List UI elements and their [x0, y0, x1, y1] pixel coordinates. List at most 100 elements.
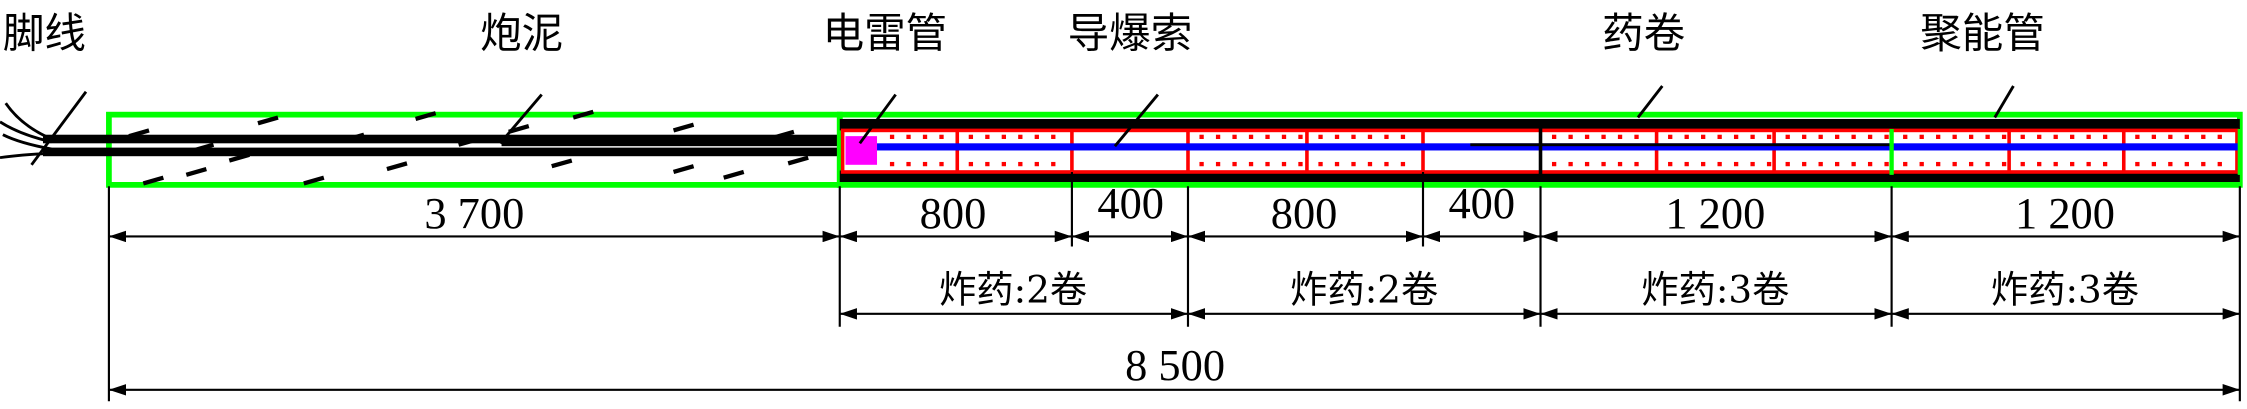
explosive-dot: [1985, 161, 1990, 167]
cartridges: [889, 130, 2222, 172]
explosive-dot: [1684, 134, 1689, 140]
explosive-dot: [2037, 134, 2042, 140]
explosive-dot: [1851, 134, 1856, 140]
leg-wires: [0, 102, 840, 160]
explosive-dot: [2102, 161, 2108, 167]
explosive-dot: [939, 134, 944, 140]
explosive-dot: [985, 134, 990, 140]
dim-group2: 炸药:2卷: [1290, 267, 1438, 311]
explosive-dot: [1384, 134, 1389, 140]
dim-seg2-gap: 400: [1448, 178, 1515, 228]
explosive-dot: [1001, 161, 1006, 167]
explosive-dot: [1919, 161, 1924, 167]
explosive-dot: [1232, 161, 1237, 167]
explosive-dot: [1551, 134, 1557, 140]
explosive-dot: [1215, 161, 1221, 167]
explosive-dot: [968, 134, 974, 140]
dim-group3: 炸药:3卷: [1641, 267, 1789, 311]
explosive-dot: [1351, 134, 1356, 140]
explosive-dot: [1802, 134, 1807, 140]
explosive-dot: [2020, 161, 2025, 167]
explosive-dot: [1367, 161, 1373, 167]
dim-seg2-charge: 800: [1271, 188, 1338, 238]
explosive-dot: [1298, 134, 1303, 140]
explosive-dot: [2151, 161, 2157, 167]
dim-seg4: 1 200: [2015, 188, 2115, 238]
explosive-dot: [1351, 161, 1356, 167]
explosive-dot: [1985, 134, 1990, 140]
explosive-dot: [1634, 161, 1639, 167]
hatch-mark: [551, 158, 573, 169]
explosive-dot: [1634, 134, 1639, 140]
explosive-dot: [922, 134, 928, 140]
explosive-dot: [1867, 161, 1873, 167]
hatch-mark: [414, 111, 437, 122]
explosive-dot: [1384, 161, 1389, 167]
explosive-dot: [2201, 161, 2206, 167]
hatch-mark: [672, 164, 695, 175]
hatch-mark: [303, 175, 325, 186]
explosive-dot: [1265, 134, 1270, 140]
explosive-dot: [2086, 134, 2091, 140]
explosive-dot: [1617, 134, 1623, 140]
explosive-dot: [1601, 161, 1606, 167]
explosive-dot: [1717, 134, 1722, 140]
explosive-dot: [1265, 161, 1270, 167]
explosive-dot: [1785, 161, 1790, 167]
label-stemming: 炮泥: [480, 8, 563, 57]
explosive-dot: [922, 161, 928, 167]
explosive-dot: [1668, 161, 1673, 167]
explosive-dot: [1334, 134, 1340, 140]
explosive-dot: [906, 161, 911, 167]
explosive-dot: [1802, 161, 1807, 167]
explosive-dot: [1400, 161, 1406, 167]
explosive-dot: [1199, 134, 1204, 140]
explosive-dot: [1733, 161, 1739, 167]
explosive-dot: [1766, 134, 1772, 140]
explosive-dot: [1884, 161, 1889, 167]
explosive-dot: [1281, 134, 1287, 140]
explosive-dot: [1018, 134, 1023, 140]
explosive-dot: [1684, 161, 1689, 167]
detonating-cord: [877, 143, 2240, 151]
explosive-dot: [1733, 134, 1739, 140]
explosive-dot: [985, 161, 990, 167]
explosive-dot: [906, 134, 911, 140]
explosive-dot: [1884, 134, 1889, 140]
explosive-dot: [1051, 161, 1056, 167]
label-shaped-tube: 聚能管: [1920, 8, 2045, 57]
explosive-dot: [2102, 134, 2108, 140]
explosive-dot: [2001, 134, 2007, 140]
explosive-dot: [889, 134, 895, 140]
hatch-mark: [723, 169, 745, 180]
explosive-dot: [1551, 161, 1557, 167]
explosive-dot: [2217, 134, 2222, 140]
dim-group1: 炸药:2卷: [939, 267, 1087, 311]
explosive-dot: [1750, 134, 1755, 140]
dim-seg1-gap: 400: [1097, 178, 1164, 228]
shaped-tube-wall-top: [839, 118, 2240, 131]
explosive-dot: [1281, 161, 1287, 167]
explosive-dot: [2001, 161, 2007, 167]
explosive-dot: [1750, 161, 1755, 167]
label-cartridge: 药卷: [1602, 8, 1685, 57]
explosive-dot: [1318, 161, 1323, 167]
explosive-dot: [1248, 134, 1254, 140]
explosive-dot: [2020, 134, 2025, 140]
explosive-dot: [1717, 161, 1722, 167]
explosive-dot: [1584, 134, 1590, 140]
hatch-mark: [257, 115, 279, 126]
dim-total: 8 500: [1125, 340, 1225, 390]
explosive-dot: [2151, 134, 2157, 140]
leader-lines: [30, 85, 2015, 166]
explosive-dot: [1601, 134, 1606, 140]
explosive-dot: [1617, 161, 1623, 167]
hatch-mark: [572, 109, 594, 120]
explosive-dot: [1034, 161, 1039, 167]
explosive-dot: [2201, 134, 2206, 140]
dimension-lines: [108, 230, 2240, 396]
explosive-dot: [1232, 134, 1237, 140]
explosive-dot: [1034, 134, 1039, 140]
